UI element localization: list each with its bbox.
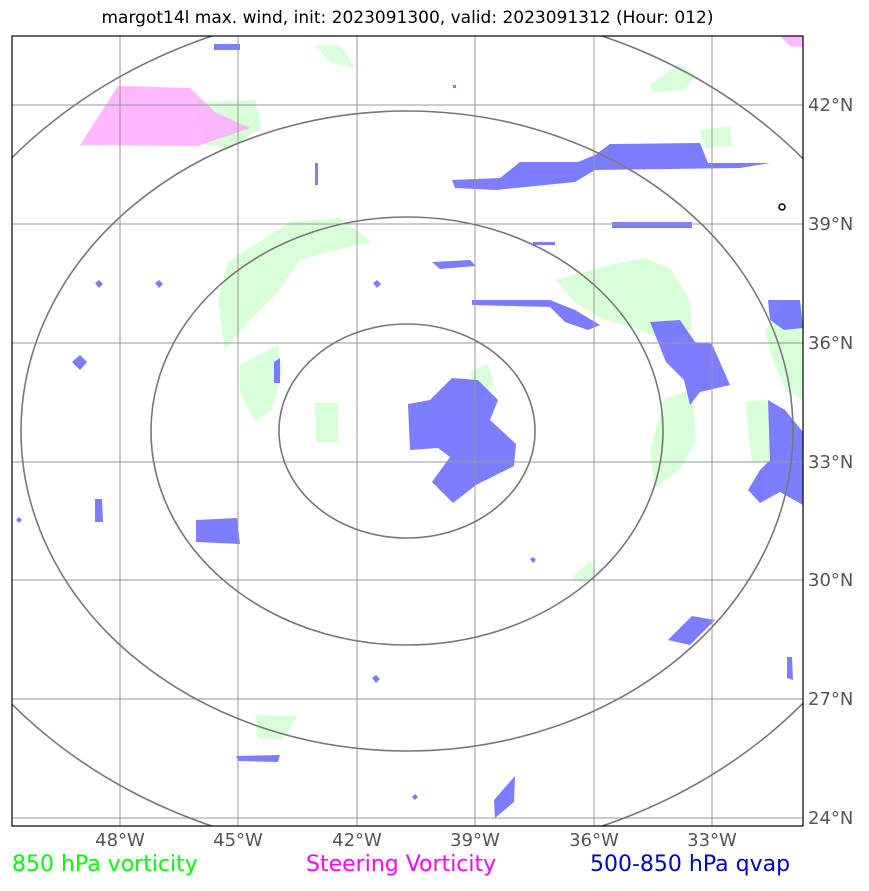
lon-label: 39°W	[450, 830, 500, 851]
lon-label: 36°W	[569, 830, 619, 851]
lon-label: 48°W	[95, 830, 145, 851]
map-title: margot14l max. wind, init: 2023091300, v…	[101, 8, 714, 28]
lat-label: 24°N	[808, 808, 853, 829]
lon-axis-labels: 48°W 45°W 42°W 39°W 36°W 33°W	[95, 830, 737, 851]
steering-vorticity-fields	[80, 36, 803, 146]
range-rings	[12, 36, 803, 826]
map-frame	[11, 35, 804, 827]
legend-steering-vorticity: Steering Vorticity	[306, 852, 497, 877]
lat-label: 30°N	[808, 570, 853, 591]
storm-marker	[778, 203, 786, 211]
lat-label: 33°N	[808, 452, 853, 473]
lat-label: 36°N	[808, 333, 853, 354]
legend-vorticity-850: 850 hPa vorticity	[12, 852, 198, 877]
lat-lon-grid	[12, 36, 803, 826]
lat-label: 39°N	[808, 214, 853, 235]
lon-label: 33°W	[687, 830, 737, 851]
map-layers	[12, 36, 803, 826]
legend-qvap: 500-850 hPa qvap	[590, 852, 791, 877]
lat-axis-labels: 42°N 39°N 36°N 33°N 30°N 27°N 24°N	[808, 95, 853, 829]
lat-label: 27°N	[808, 689, 853, 710]
lat-label: 42°N	[808, 95, 853, 116]
lon-label: 45°W	[213, 830, 263, 851]
lon-label: 42°W	[332, 830, 382, 851]
